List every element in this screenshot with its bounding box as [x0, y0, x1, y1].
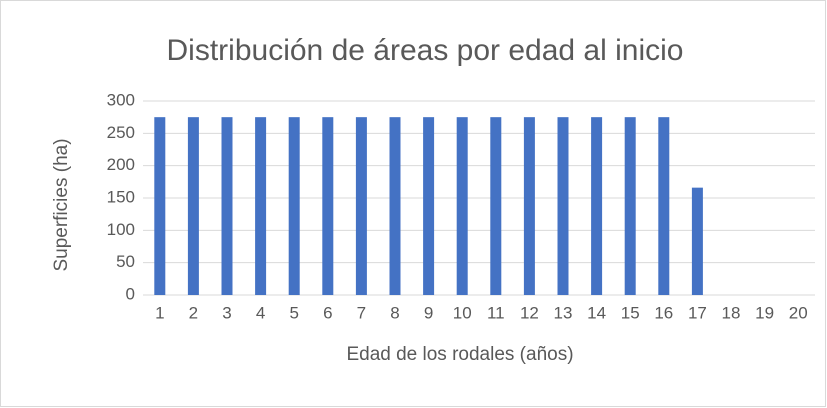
- chart-title: Distribución de áreas por edad al inicio: [167, 34, 684, 67]
- x-tick-label: 13: [554, 303, 573, 322]
- x-tick-label: 17: [688, 303, 707, 322]
- y-tick-label: 0: [126, 284, 135, 303]
- x-axis-label: Edad de los rodales (años): [346, 344, 573, 365]
- x-tick-label: 19: [755, 303, 774, 322]
- bar: [154, 117, 166, 296]
- y-tick-label: 150: [107, 187, 135, 206]
- bar: [187, 117, 199, 296]
- x-tick-label: 11: [487, 303, 505, 322]
- x-tick-label: 2: [189, 303, 198, 322]
- bar: [624, 117, 636, 296]
- bar: [423, 117, 435, 296]
- x-tick-label: 5: [289, 303, 298, 322]
- x-tick-label: 15: [621, 303, 640, 322]
- x-tick-label: 16: [654, 303, 673, 322]
- x-tick-label: 10: [453, 303, 472, 322]
- bar: [355, 117, 367, 296]
- x-tick-label: 7: [357, 303, 366, 322]
- y-tick-label: 50: [116, 252, 135, 271]
- bar: [288, 117, 300, 296]
- x-tick-label: 12: [520, 303, 539, 322]
- x-tick-label: 8: [390, 303, 399, 322]
- x-tick-label: 3: [222, 303, 231, 322]
- x-tick-label: 1: [155, 303, 164, 322]
- bar: [456, 117, 468, 296]
- y-axis-label: Superficies (ha): [51, 138, 72, 271]
- x-tick-label: 18: [722, 303, 741, 322]
- y-tick-label: 200: [107, 155, 135, 174]
- y-tick-label: 250: [107, 123, 135, 142]
- bar: [322, 117, 334, 296]
- bar: [490, 117, 502, 296]
- bar: [658, 117, 670, 296]
- x-tick-label: 6: [323, 303, 332, 322]
- x-tick-label: 4: [256, 303, 265, 322]
- x-tick-label: 9: [424, 303, 433, 322]
- bar: [221, 117, 233, 296]
- bar: [255, 117, 267, 296]
- x-tick-label: 14: [587, 303, 606, 322]
- bar: [591, 117, 603, 296]
- y-tick-label: 300: [107, 90, 135, 109]
- bar: [389, 117, 401, 296]
- bar: [523, 117, 535, 296]
- y-tick-label: 100: [107, 220, 135, 239]
- bar: [691, 187, 703, 295]
- x-tick-label: 20: [789, 303, 808, 322]
- bar: [557, 117, 569, 296]
